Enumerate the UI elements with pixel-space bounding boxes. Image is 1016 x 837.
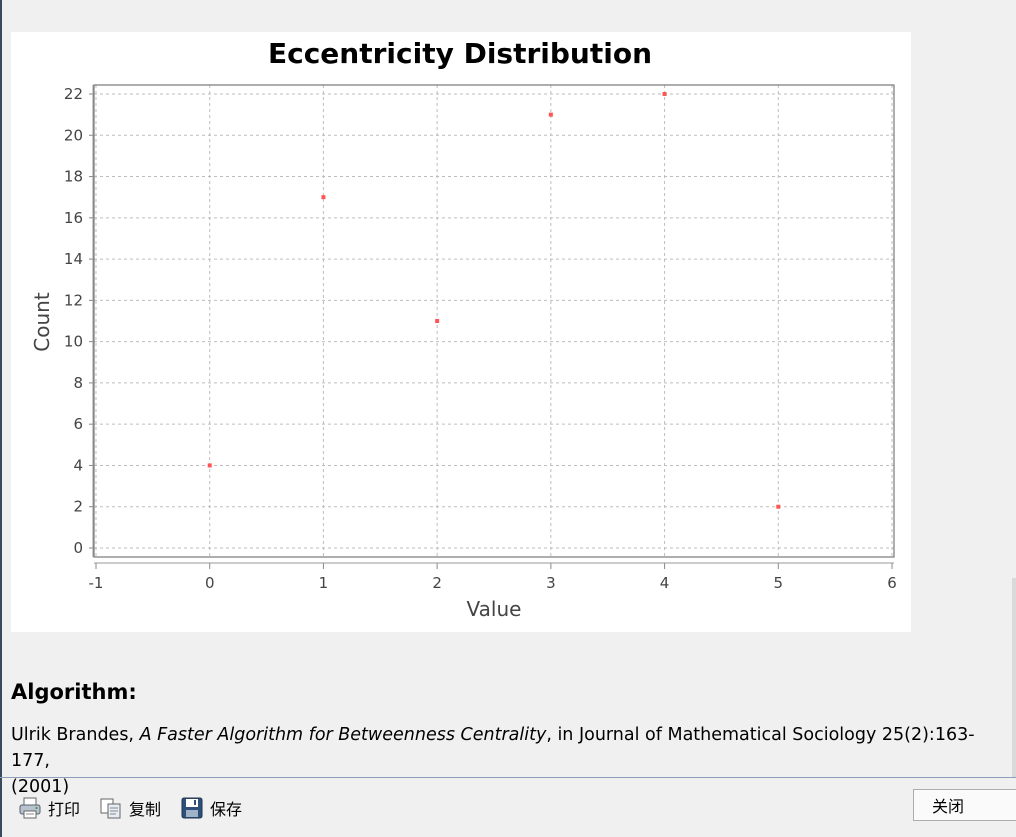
close-button[interactable]: 关闭: [913, 789, 1016, 821]
y-tick-label: 14: [64, 250, 83, 268]
citation-author: Ulrik Brandes,: [11, 725, 140, 745]
printer-icon: [18, 796, 42, 820]
x-tick-label: 0: [205, 574, 215, 592]
chart-panel: Eccentricity Distribution 0 2 4 6 8 10 12 14 16 1…: [11, 32, 911, 632]
save-button[interactable]: 保存: [180, 794, 242, 822]
print-button[interactable]: 打印: [18, 794, 80, 822]
y-tick-label: 0: [73, 539, 83, 557]
eccentricity-chart: Eccentricity Distribution 02468101214161…: [30, 37, 897, 621]
data-point: [207, 463, 212, 468]
y-tick-label: 20: [64, 126, 83, 144]
x-tick-label: 5: [774, 574, 784, 592]
x-tick-label: 3: [546, 574, 556, 592]
x-tick-label: 6: [887, 574, 897, 592]
citation-paper-title: A Faster Algorithm for Betweenness Centr…: [139, 725, 547, 745]
x-tick-label: 1: [319, 574, 329, 592]
y-tick-label: 22: [64, 85, 83, 103]
plot-border: [93, 84, 895, 558]
data-point: [662, 92, 667, 96]
points-layer: [207, 92, 781, 509]
data-point: [776, 504, 781, 509]
y-tick-label: 10: [64, 333, 83, 351]
copy-icon: [99, 796, 123, 820]
y-tick-label: 16: [64, 209, 83, 227]
plot-area: [94, 85, 894, 557]
chart-title: Eccentricity Distribution: [268, 37, 652, 70]
copy-label: 复制: [129, 800, 162, 819]
algorithm-citation: Ulrik Brandes, A Faster Algorithm for Be…: [11, 722, 1001, 800]
y-tick-label: 2: [73, 498, 83, 516]
print-label: 打印: [48, 800, 81, 819]
window-edge: [0, 0, 2, 837]
x-tick-label: -1: [89, 574, 104, 592]
toolbar-divider: [0, 777, 1016, 778]
y-tick-label: 8: [73, 374, 83, 392]
data-point: [321, 195, 326, 200]
data-point: [435, 319, 440, 323]
algorithm-heading: Algorithm:: [11, 680, 137, 704]
scrollbar-track[interactable]: [1012, 578, 1016, 778]
copy-button[interactable]: 复制: [99, 794, 161, 822]
x-tick-label: 4: [660, 574, 670, 592]
y-axis-label: Count: [30, 292, 54, 352]
y-tick-label: 18: [64, 168, 83, 186]
data-point: [548, 112, 553, 117]
y-tick-label: 6: [73, 415, 83, 433]
citation-year: (2001): [11, 777, 70, 797]
grid-layer: [94, 85, 894, 557]
x-tick-label: 2: [432, 574, 442, 592]
x-axis-label: Value: [467, 597, 522, 621]
save-label: 保存: [210, 800, 243, 819]
floppy-disk-icon: [180, 796, 204, 820]
y-tick-label: 4: [73, 456, 83, 474]
citation-journal: , in Journal of Mathematical Sociology 2…: [11, 725, 975, 771]
y-tick-label: 12: [64, 291, 83, 309]
